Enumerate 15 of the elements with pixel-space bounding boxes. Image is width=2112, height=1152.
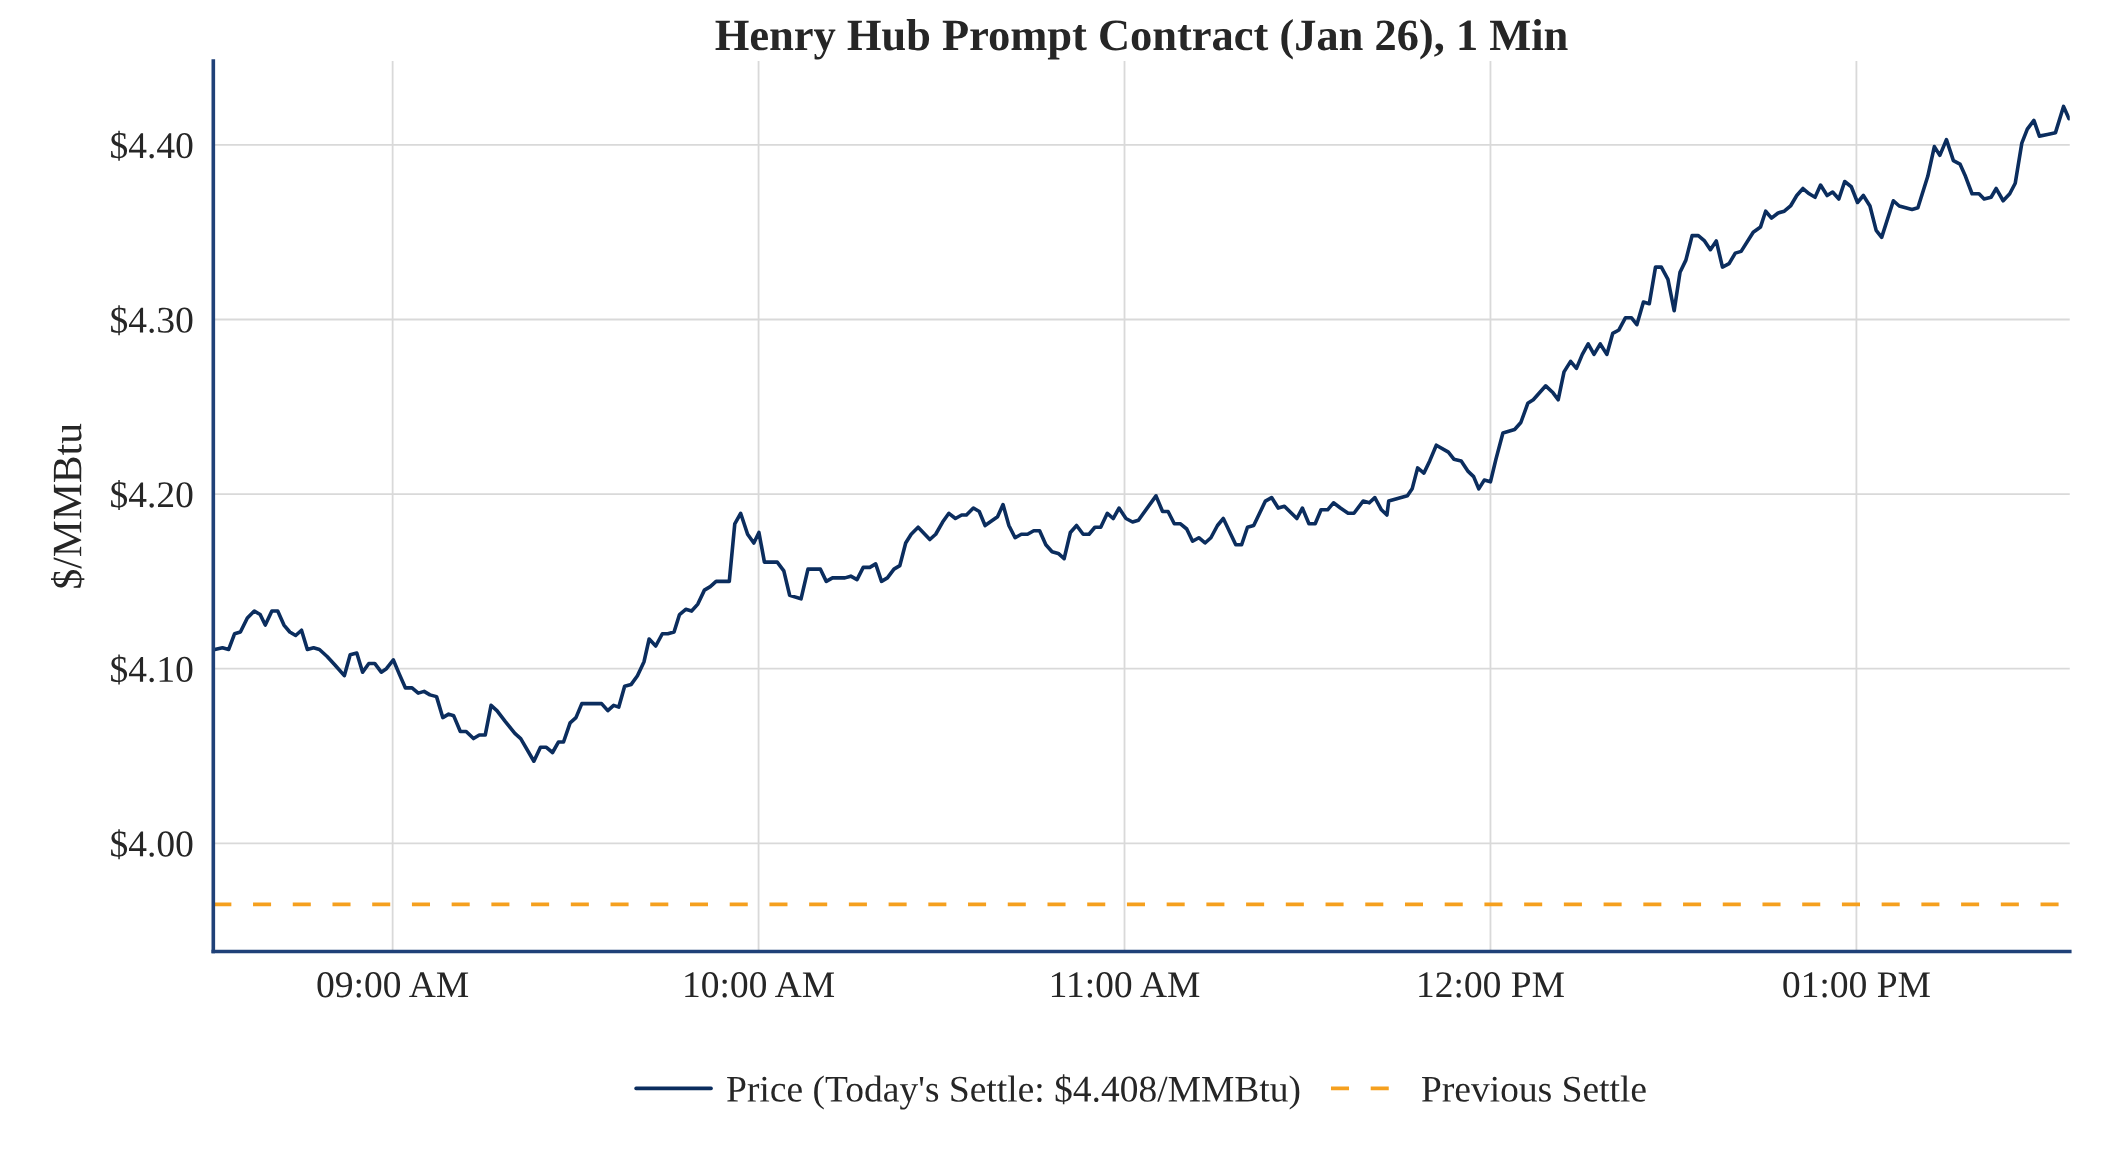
chart-title: Henry Hub Prompt Contract (Jan 26), 1 Min [715, 19, 1568, 60]
line-series [213, 104, 2070, 764]
x-tick-label: 01:00 PM [1783, 972, 1930, 998]
x-tick-label: 12:00 PM [1419, 972, 1564, 998]
y-tick-label: $4.40 [111, 130, 193, 161]
x-tick-label: 11:00 AM [1051, 972, 1200, 998]
legend-label: Previous Settle [1422, 1075, 1646, 1102]
legend-label: Price (Today's Settle: $4.408/MMBtu) [727, 1074, 1300, 1110]
x-tick-label: 09:00 AM [317, 972, 469, 998]
y-tick-label: $4.20 [111, 479, 193, 510]
y-tick-label: $4.00 [111, 829, 193, 860]
y-tick-label: $4.10 [111, 654, 193, 685]
y-tick-label: $4.30 [111, 305, 193, 336]
y-axis-title: $/MMBtu [51, 423, 85, 588]
x-tick-label: 10:00 AM [685, 972, 835, 998]
